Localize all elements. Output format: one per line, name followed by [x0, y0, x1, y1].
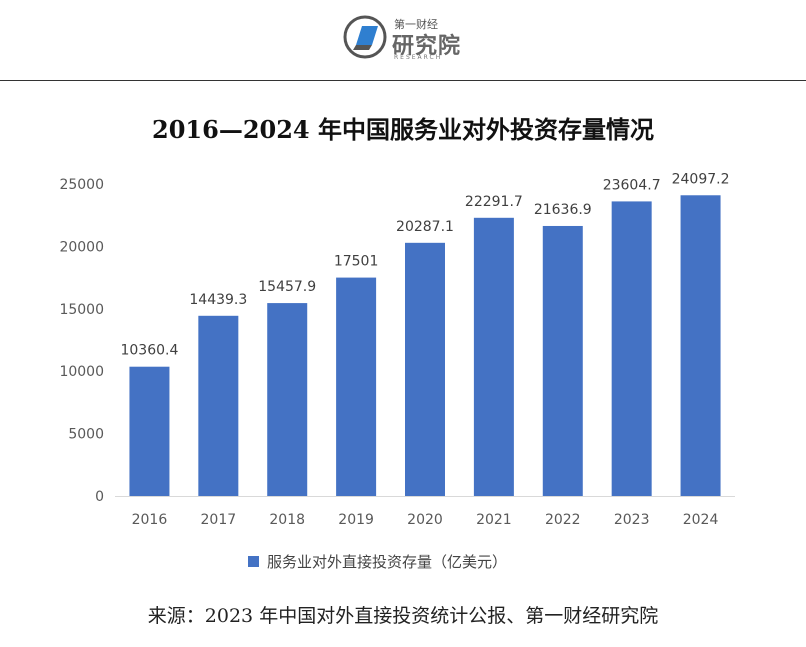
- logo-small-text: 第一财经: [394, 18, 438, 31]
- report-header: 第一财经 研究院 RESEARCH: [0, 0, 806, 82]
- bar-2021: [473, 217, 514, 496]
- chart-title: 2016—2024 年中国服务业对外投资存量情况: [152, 115, 654, 144]
- x-tick-label-2016: 2016: [132, 512, 168, 528]
- y-tick-label: 25000: [59, 177, 104, 193]
- data-label-2024: 24097.2: [672, 171, 730, 187]
- y-tick-label: 15000: [59, 302, 104, 318]
- x-tick-label-2018: 2018: [269, 512, 305, 528]
- x-tick-label-2019: 2019: [338, 512, 374, 528]
- x-tick-label-2021: 2021: [476, 512, 512, 528]
- bar-2019: [336, 277, 377, 496]
- data-label-2016: 10360.4: [120, 343, 178, 359]
- source-note: 来源：2023 年中国对外直接投资统计公报、第一财经研究院: [147, 605, 659, 627]
- x-tick-label-2024: 2024: [683, 512, 719, 528]
- x-tick-label-2022: 2022: [545, 512, 581, 528]
- y-tick-label: 20000: [59, 239, 104, 255]
- logo-main-text: 研究院: [392, 34, 462, 59]
- data-label-2017: 14439.3: [189, 292, 247, 308]
- header-divider: [0, 80, 806, 81]
- x-tick-label-2023: 2023: [614, 512, 650, 528]
- logo-mark-icon: [343, 15, 387, 59]
- bar-2022: [542, 225, 583, 496]
- data-label-2018: 15457.9: [258, 279, 316, 295]
- x-tick-label-2020: 2020: [407, 512, 443, 528]
- y-tick-label: 0: [95, 489, 104, 505]
- logo-sub-text: RESEARCH: [394, 54, 443, 61]
- data-label-2022: 21636.9: [534, 202, 592, 218]
- bar-2016: [129, 366, 170, 496]
- brand-logo: 第一财经 研究院 RESEARCH: [342, 10, 472, 68]
- bar-2023: [611, 201, 652, 497]
- y-tick-label: 10000: [59, 364, 104, 380]
- data-label-2023: 23604.7: [603, 177, 661, 193]
- legend-swatch: [248, 556, 259, 567]
- bar-chart: 0 5000 10000 15000 20000 25000 10360.4 2016 1443…: [59, 171, 735, 528]
- bar-2020: [405, 242, 445, 496]
- data-label-2019: 17501: [334, 254, 379, 270]
- legend-label: 服务业对外直接投资存量（亿美元）: [267, 553, 508, 571]
- data-label-2021: 22291.7: [465, 194, 523, 210]
- bar-2017: [198, 315, 239, 496]
- bar-2018: [267, 303, 308, 496]
- y-tick-label: 5000: [68, 427, 104, 443]
- chart-legend: 服务业对外直接投资存量（亿美元）: [248, 551, 507, 572]
- x-tick-label-2017: 2017: [201, 512, 237, 528]
- data-label-2020: 20287.1: [396, 219, 454, 235]
- bar-2024: [680, 195, 721, 496]
